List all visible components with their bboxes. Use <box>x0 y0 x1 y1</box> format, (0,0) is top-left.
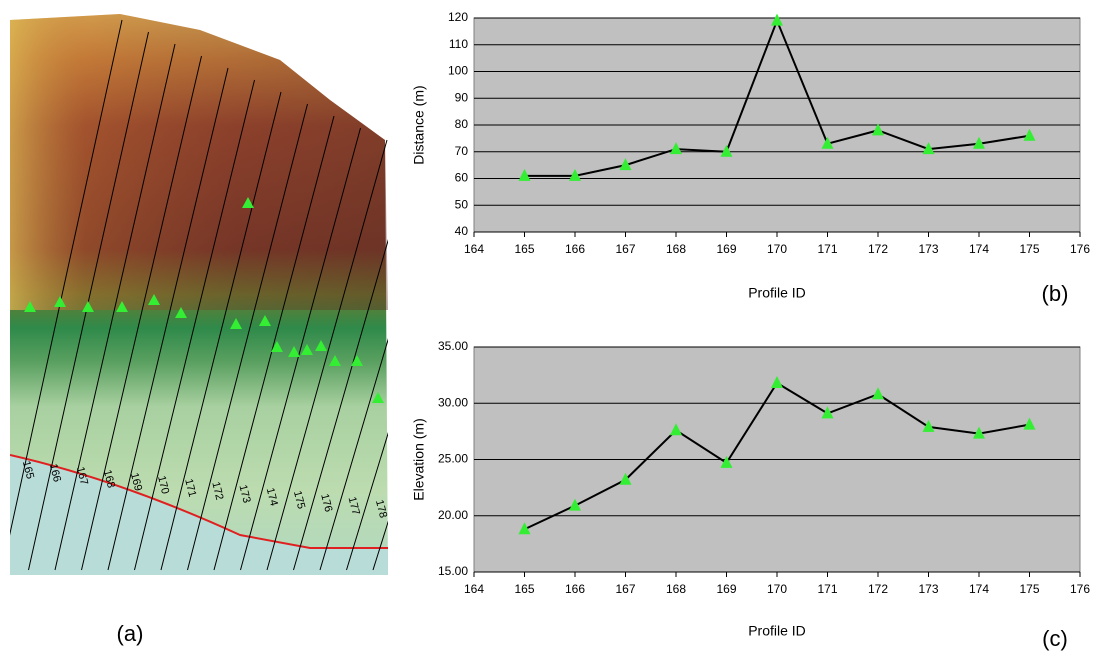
x-tick-label: 173 <box>918 242 938 256</box>
y-tick-label: 30.00 <box>438 395 468 409</box>
y-tick-label: 25.00 <box>438 452 468 466</box>
x-tick-label: 175 <box>1019 582 1039 596</box>
x-axis-title: Profile ID <box>748 285 806 301</box>
x-tick-label: 171 <box>817 582 837 596</box>
y-tick-label: 70 <box>455 144 469 158</box>
x-tick-label: 169 <box>716 242 736 256</box>
x-tick-label: 170 <box>767 582 787 596</box>
x-tick-label: 176 <box>1070 582 1090 596</box>
x-tick-label: 167 <box>615 582 635 596</box>
y-tick-label: 120 <box>448 10 468 24</box>
x-tick-label: 173 <box>918 582 938 596</box>
x-axis-title: Profile ID <box>748 623 806 639</box>
x-tick-label: 171 <box>817 242 837 256</box>
x-tick-label: 176 <box>1070 242 1090 256</box>
y-tick-label: 100 <box>448 64 468 78</box>
x-tick-label: 172 <box>868 242 888 256</box>
x-tick-label: 168 <box>666 582 686 596</box>
x-tick-label: 169 <box>716 582 736 596</box>
panel-label: (a) <box>117 621 144 646</box>
panel-label: (b) <box>1042 281 1069 306</box>
y-tick-label: 90 <box>455 90 469 104</box>
y-tick-label: 35.00 <box>438 339 468 353</box>
terrain-shade <box>10 14 388 310</box>
x-tick-label: 167 <box>615 242 635 256</box>
x-tick-label: 164 <box>464 242 484 256</box>
profile-label: 179 <box>400 502 416 523</box>
x-tick-label: 174 <box>969 242 989 256</box>
x-tick-label: 164 <box>464 582 484 596</box>
x-tick-label: 165 <box>514 582 534 596</box>
x-tick-label: 174 <box>969 582 989 596</box>
y-tick-label: 110 <box>449 37 468 51</box>
y-tick-label: 50 <box>455 197 469 211</box>
x-tick-label: 175 <box>1019 242 1039 256</box>
y-tick-label: 40 <box>455 224 469 238</box>
x-tick-label: 170 <box>767 242 787 256</box>
panel-label: (c) <box>1042 626 1068 651</box>
y-tick-label: 80 <box>455 117 469 131</box>
x-tick-label: 168 <box>666 242 686 256</box>
x-tick-label: 166 <box>565 242 585 256</box>
x-tick-label: 172 <box>868 582 888 596</box>
x-tick-label: 165 <box>514 242 534 256</box>
y-tick-label: 20.00 <box>438 508 468 522</box>
x-tick-label: 166 <box>565 582 585 596</box>
figure: 1651661671681691701711721731741751761771… <box>0 0 1106 656</box>
y-tick-label: 15.00 <box>438 564 468 578</box>
y-axis-title: Distance (m) <box>411 85 427 164</box>
y-axis-title: Elevation (m) <box>411 418 427 500</box>
y-tick-label: 60 <box>455 171 469 185</box>
